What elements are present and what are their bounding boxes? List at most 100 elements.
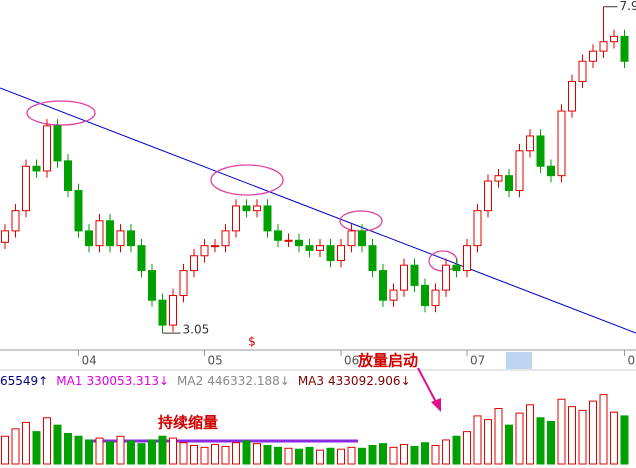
volume-bar — [200, 446, 209, 465]
annotation: 放量启动 — [357, 352, 418, 370]
volume-bar — [515, 412, 524, 465]
volume-bar — [410, 445, 419, 465]
volume-bar — [578, 409, 587, 465]
volume-bar — [22, 421, 30, 465]
candle-body — [536, 135, 545, 167]
candle-body — [137, 245, 146, 272]
volume-bar — [32, 431, 41, 465]
x-tick-label: 07 — [470, 354, 485, 368]
volume-bar — [494, 408, 503, 465]
volume-bar — [589, 400, 597, 465]
candle-body — [200, 245, 209, 257]
candle-body — [32, 165, 41, 172]
candle-body — [578, 60, 587, 82]
candle-body — [116, 230, 125, 247]
candle-body — [43, 125, 51, 172]
volume-bar — [137, 443, 146, 465]
candle-body — [11, 210, 20, 232]
volume-bar — [599, 394, 608, 465]
volume-bar — [431, 445, 440, 465]
legend-value: 433092.906 — [328, 374, 401, 388]
volume-bar — [232, 442, 240, 465]
trend-line — [0, 87, 636, 334]
volume-bar — [158, 435, 167, 465]
volume-bar — [316, 449, 324, 465]
volume-bar — [242, 440, 251, 465]
volume-bar — [74, 435, 83, 465]
legend-name: MA2 — [177, 374, 203, 388]
candle-body — [494, 175, 503, 182]
candle-body — [547, 165, 555, 177]
candle-body — [242, 205, 251, 212]
volume-bar — [85, 439, 93, 465]
legend-name: MA3 — [298, 374, 324, 388]
candle-body — [190, 255, 198, 272]
candle-body — [263, 205, 272, 232]
legend-value: 446332.188 — [207, 374, 280, 388]
volume-bar — [337, 448, 345, 465]
volume-bar — [400, 444, 408, 465]
volume-bar — [295, 448, 303, 465]
candle-body — [158, 299, 167, 326]
candle-body — [400, 264, 408, 291]
volume-bar — [179, 442, 188, 465]
candle-body — [221, 230, 230, 247]
volume-bar — [379, 443, 387, 465]
volume-bar — [568, 406, 576, 465]
legend-trend: ↓ — [280, 374, 290, 388]
candle-body — [557, 110, 566, 177]
volume-bar — [358, 447, 366, 465]
volume-bar — [263, 445, 272, 465]
x-tick-label: 05 — [208, 354, 223, 368]
min-label: 3.05 — [183, 323, 210, 337]
volume-bar — [442, 439, 450, 465]
candle-body — [505, 175, 513, 191]
highlight-ellipse — [210, 164, 284, 196]
volume-bar — [127, 440, 135, 465]
volume-bar — [421, 442, 429, 465]
volume-bar — [305, 446, 314, 465]
candle-body — [253, 205, 261, 212]
candle-body — [410, 264, 419, 286]
candle-body — [179, 270, 188, 296]
volume-bar — [473, 415, 482, 465]
volume-bar — [505, 424, 513, 465]
candle-body — [358, 230, 366, 247]
volume-bar — [368, 445, 377, 465]
candle-body — [599, 41, 608, 52]
x-tick-label: 08 — [628, 354, 636, 368]
candle-body — [463, 245, 471, 272]
candle-body — [337, 245, 345, 261]
volume-bar — [43, 417, 51, 465]
arrow-head — [431, 398, 441, 412]
candle-body — [127, 230, 135, 247]
candle-body — [284, 239, 293, 242]
candle-body — [515, 150, 524, 191]
legend-value: 65549↑ — [0, 374, 48, 388]
candle-body — [431, 289, 440, 307]
legend-name: MA1 — [56, 374, 82, 388]
candle-body — [442, 264, 450, 291]
candle-body — [106, 220, 114, 247]
candle-body — [74, 189, 83, 232]
volume-bar — [1, 435, 9, 465]
candle-body — [295, 239, 303, 247]
x-tick-label: 06 — [344, 354, 359, 368]
volume-bar — [106, 441, 114, 465]
candle-body — [232, 205, 240, 232]
candle-body — [484, 180, 492, 212]
volume-bar — [620, 415, 629, 465]
candle-body — [389, 289, 398, 301]
candle-body — [526, 135, 534, 152]
volume-bar — [547, 420, 555, 465]
highlight-ellipse — [26, 100, 96, 126]
volume-bar — [274, 446, 282, 465]
candle-body — [53, 125, 62, 162]
candle-body — [95, 220, 104, 247]
legend-trend: ↓ — [159, 374, 169, 388]
x-tick-label: 04 — [82, 354, 97, 368]
candle-body — [568, 80, 576, 112]
volume-legend: 65549↑ MA1 330053.313↓ MA2 446332.188↓ MA3 433… — [0, 374, 411, 388]
